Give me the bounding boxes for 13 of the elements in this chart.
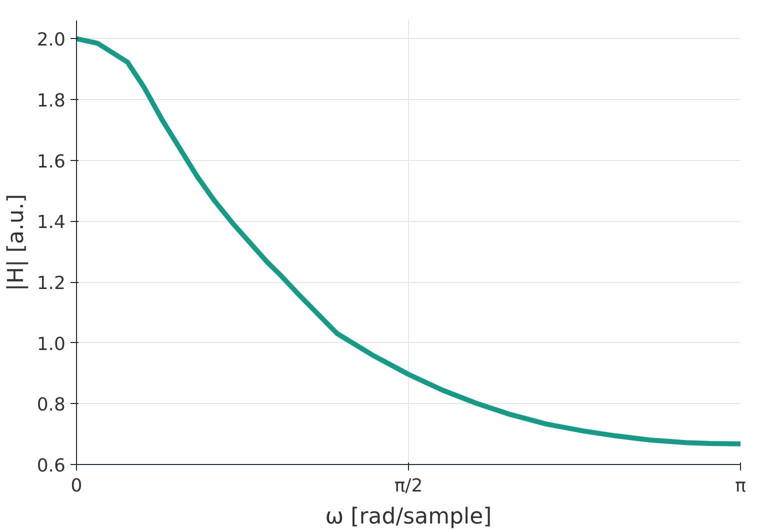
y-tick-label: 1.0 [36, 334, 66, 355]
x-tick-label: π/2 [394, 476, 423, 496]
y-axis-title: |H| [a.u.] [4, 194, 29, 291]
y-tick-label: 1.2 [36, 273, 66, 294]
x-axis-title: ω [rad/sample] [325, 504, 492, 530]
x-tick-label: 0 [70, 476, 82, 496]
y-tick-label: 1.8 [36, 90, 66, 112]
y-tick-label: 1.6 [36, 151, 66, 172]
y-tick-label: 0.8 [36, 394, 66, 416]
y-tick-label: 2.0 [36, 30, 66, 51]
x-tick-label: π [735, 476, 746, 496]
y-tick-label: 0.6 [36, 456, 66, 476]
y-tick-label: 1.4 [36, 212, 66, 234]
